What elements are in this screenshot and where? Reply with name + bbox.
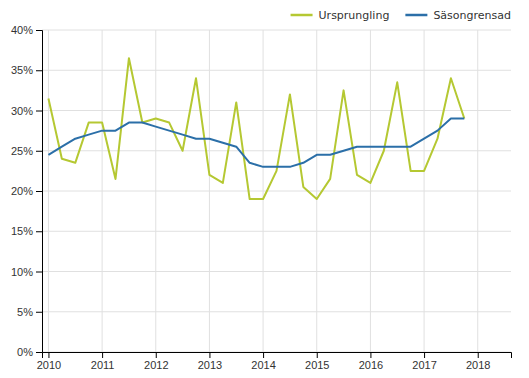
legend: Ursprungling Säsongrensad xyxy=(291,9,511,22)
x-tick: 2014 xyxy=(251,352,275,371)
x-tick: 2013 xyxy=(198,352,222,371)
x-tick-label: 2016 xyxy=(359,359,383,371)
y-tick: 15% xyxy=(11,225,42,237)
series-line xyxy=(48,119,464,167)
x-tick-mark xyxy=(102,352,103,358)
legend-label: Säsongrensad xyxy=(433,9,511,22)
legend-item: Säsongrensad xyxy=(405,9,511,22)
legend-swatch xyxy=(405,14,427,17)
legend-swatch xyxy=(291,14,313,17)
x-tick-mark xyxy=(263,352,264,358)
y-tick-mark xyxy=(36,272,42,273)
grid-line-x xyxy=(102,30,103,352)
x-tick-label: 2014 xyxy=(251,359,275,371)
x-tick-mark xyxy=(209,352,210,358)
y-tick: 5% xyxy=(17,306,42,318)
y-tick-mark xyxy=(36,111,42,112)
y-tick: 35% xyxy=(11,64,42,76)
y-tick-label: 15% xyxy=(11,225,33,237)
grid-line-x xyxy=(155,30,156,352)
grid-line-x xyxy=(48,30,49,352)
grid-line-y xyxy=(42,30,511,31)
plot: 2010 2011 2012 2013 2014 2015 2016 2017 2018 0% 5%… xyxy=(11,24,512,371)
y-tick-mark xyxy=(36,151,42,152)
y-tick: 25% xyxy=(11,145,42,157)
y-tick-label: 0% xyxy=(17,346,33,358)
x-tick: 2012 xyxy=(144,352,168,371)
y-axis: 0% 5% 10% 15% 20% 25% 30% 35% 40% xyxy=(11,24,43,358)
y-tick-mark xyxy=(36,30,42,31)
x-tick-mark xyxy=(156,352,157,358)
x-tick-mark xyxy=(370,352,371,358)
x-axis-line xyxy=(43,353,512,359)
x-tick-mark xyxy=(424,352,425,358)
grid-line-x xyxy=(209,30,210,352)
y-tick-label: 35% xyxy=(11,64,33,76)
x-axis: 2010 2011 2012 2013 2014 2015 2016 2017 2018 xyxy=(37,352,512,371)
y-tick-mark xyxy=(36,352,42,353)
y-tick: 20% xyxy=(11,185,42,197)
grid-line-y xyxy=(42,191,511,192)
y-tick-mark xyxy=(36,191,42,192)
grid-line-x xyxy=(263,30,264,352)
legend-item: Ursprungling xyxy=(291,9,390,22)
grid xyxy=(42,30,511,352)
grid-line-x xyxy=(477,30,478,352)
x-tick-label: 2013 xyxy=(198,359,222,371)
series-line xyxy=(48,58,464,199)
y-tick-label: 10% xyxy=(11,266,33,278)
y-tick-label: 25% xyxy=(11,145,33,157)
y-tick-mark xyxy=(36,231,42,232)
y-tick-label: 30% xyxy=(11,105,33,117)
grid-line-y xyxy=(42,110,511,111)
y-tick: 0% xyxy=(17,346,42,358)
grid-line-y xyxy=(42,150,511,151)
grid-line-y xyxy=(42,271,511,272)
x-tick-label: 2010 xyxy=(37,359,61,371)
grid-line-y xyxy=(42,311,511,312)
x-tick-label: 2012 xyxy=(144,359,168,371)
lines xyxy=(48,58,464,199)
x-tick: 2010 xyxy=(37,352,61,371)
legend-label: Ursprungling xyxy=(319,9,390,22)
x-tick: 2017 xyxy=(412,352,436,371)
x-tick-mark xyxy=(478,352,479,358)
y-tick: 30% xyxy=(11,105,42,117)
x-tick: 2011 xyxy=(91,352,115,371)
y-tick-label: 5% xyxy=(17,306,33,318)
x-tick: 2016 xyxy=(359,352,383,371)
x-tick: 2015 xyxy=(305,352,329,371)
y-axis-line xyxy=(36,31,43,353)
grid-line-x xyxy=(424,30,425,352)
y-tick-mark xyxy=(36,312,42,313)
y-tick-label: 20% xyxy=(11,185,33,197)
x-tick-mark xyxy=(48,352,49,358)
grid-line-y xyxy=(42,70,511,71)
y-tick: 40% xyxy=(11,24,42,36)
x-tick-mark xyxy=(317,352,318,358)
y-tick: 10% xyxy=(11,266,42,278)
x-tick: 2018 xyxy=(466,352,490,371)
y-tick-label: 40% xyxy=(11,24,33,36)
y-tick-mark xyxy=(36,70,42,71)
x-tick-label: 2018 xyxy=(466,359,490,371)
x-tick-label: 2015 xyxy=(305,359,329,371)
chart: 2010 2011 2012 2013 2014 2015 2016 2017 2018 0% 5%… xyxy=(0,0,529,378)
x-tick-label: 2017 xyxy=(412,359,436,371)
x-tick-label: 2011 xyxy=(91,359,115,371)
grid-line-y xyxy=(42,231,511,232)
grid-line-x xyxy=(370,30,371,352)
grid-line-x xyxy=(316,30,317,352)
